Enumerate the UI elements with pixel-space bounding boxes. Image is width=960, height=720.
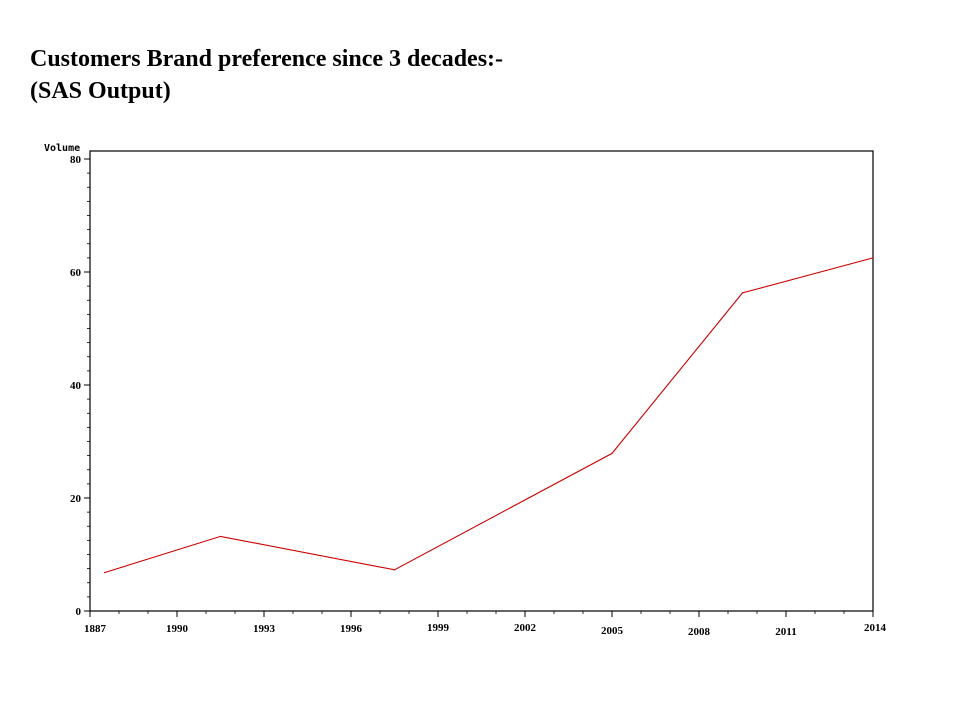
slide-title-line-2: (SAS Output)	[30, 78, 171, 104]
x-tick-label: 2014	[864, 622, 887, 634]
y-tick-label: 60	[70, 267, 82, 279]
x-tick-label: 2008	[688, 626, 711, 638]
data-point	[219, 535, 222, 538]
y-axis-title: Volume	[44, 143, 80, 154]
data-point	[393, 569, 396, 571]
data-point	[103, 571, 106, 574]
y-tick-label: 80	[70, 154, 82, 166]
y-tick-label: 20	[70, 493, 82, 505]
series-line	[104, 257, 874, 574]
y-tick-label: 40	[70, 380, 82, 392]
data-point	[611, 452, 613, 454]
x-tick-label: 1996	[340, 623, 363, 635]
x-tick-label: 1887	[84, 623, 107, 635]
slide-title-line-1: Customers Brand preference since 3 decad…	[30, 46, 504, 72]
x-tick-label: 2005	[601, 625, 624, 637]
x-tick-label: 2011	[775, 626, 796, 638]
plot-frame	[89, 150, 874, 612]
data-point	[872, 257, 874, 259]
data-point	[741, 292, 744, 294]
chart-marks	[103, 257, 874, 574]
chart-axes: 0 20 40 60 80 1887 1990 1993 1996 1999 2002 2005 200…	[70, 150, 887, 638]
y-tick-label: 0	[76, 606, 82, 618]
x-tick-label: 1999	[427, 622, 450, 634]
slide-title: Customers Brand preference since 3 decad…	[30, 43, 503, 107]
x-tick-label: 1990	[166, 623, 189, 635]
x-tick-label: 2002	[514, 622, 537, 634]
x-tick-label: 1993	[253, 623, 276, 635]
